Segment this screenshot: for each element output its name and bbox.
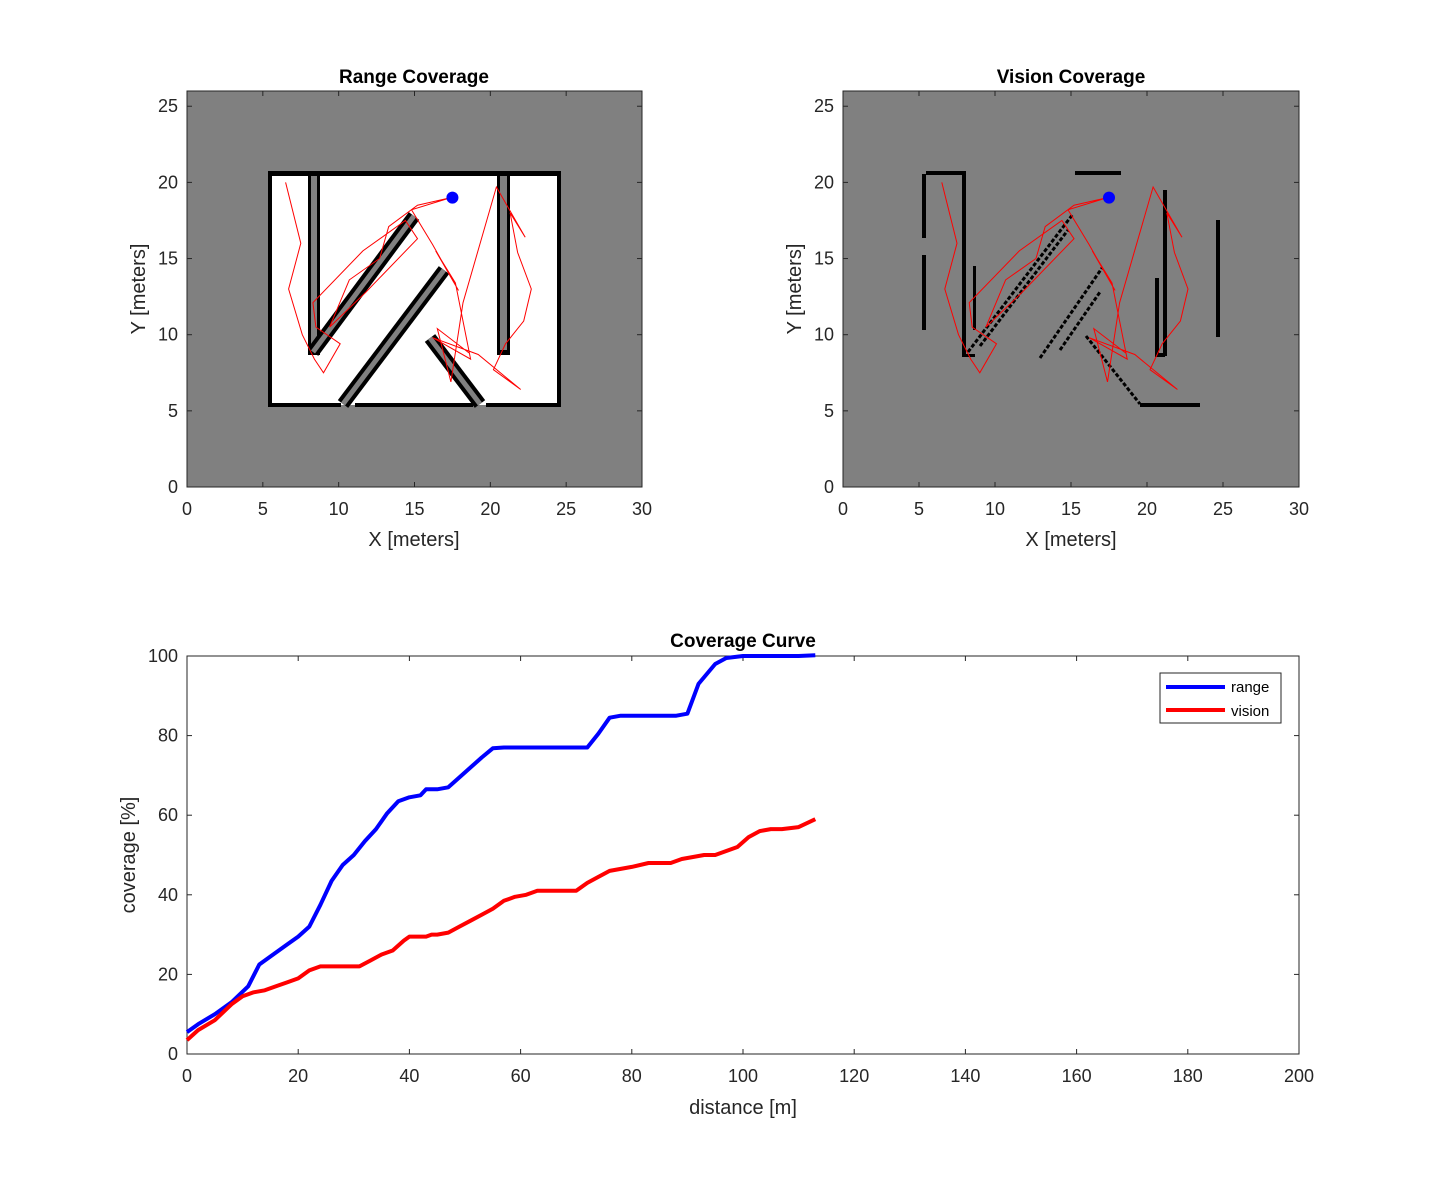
- unknown-area: [843, 91, 1299, 487]
- x-tick-label: 160: [1062, 1066, 1092, 1086]
- range-coverage-panel: 0 5 10 15 20 25 30 0 5 10 15 20 25 Range Coverage X…: [128, 67, 652, 551]
- y-tick-label: 20: [158, 964, 178, 984]
- x-axis-label: X [meters]: [1025, 529, 1116, 551]
- legend-label-vision: vision: [1231, 703, 1269, 720]
- y-tick-label: 5: [168, 401, 178, 421]
- y-tick-label: 40: [158, 885, 178, 905]
- x-tick-label: 5: [914, 499, 924, 519]
- y-tick-label: 0: [824, 477, 834, 497]
- y-tick-label: 60: [158, 805, 178, 825]
- x-axis-label: X [meters]: [368, 529, 459, 551]
- y-tick-label: 25: [814, 96, 834, 116]
- y-tick-label: 10: [158, 325, 178, 345]
- x-tick-label: 10: [985, 499, 1005, 519]
- robot-marker: [446, 192, 458, 204]
- inner-wall-left: [308, 171, 320, 355]
- x-tick-label: 180: [1173, 1066, 1203, 1086]
- x-axis-label: distance [m]: [689, 1097, 797, 1119]
- chart-title: Coverage Curve: [670, 631, 816, 652]
- x-tick-label: 40: [399, 1066, 419, 1086]
- x-tick-label: 10: [329, 499, 349, 519]
- x-tick-label: 5: [258, 499, 268, 519]
- x-tick-label: 80: [622, 1066, 642, 1086]
- x-tick-label: 100: [728, 1066, 758, 1086]
- y-tick-label: 20: [158, 172, 178, 192]
- x-tick-label: 120: [839, 1066, 869, 1086]
- x-tick-label: 0: [182, 1066, 192, 1086]
- x-tick-label: 0: [182, 499, 192, 519]
- y-tick-label: 0: [168, 477, 178, 497]
- y-tick-label: 10: [814, 325, 834, 345]
- y-tick-label: 20: [814, 172, 834, 192]
- y-tick-label: 5: [824, 401, 834, 421]
- x-tick-label: 15: [404, 499, 424, 519]
- x-tick-label: 25: [556, 499, 576, 519]
- y-tick-label: 15: [158, 249, 178, 269]
- y-tick-label: 80: [158, 726, 178, 746]
- legend-label-range: range: [1231, 679, 1269, 696]
- x-tick-label: 30: [632, 499, 652, 519]
- y-axis-label: Y [meters]: [784, 244, 806, 335]
- x-tick-label: 20: [288, 1066, 308, 1086]
- x-tick-label: 0: [838, 499, 848, 519]
- x-tick-label: 20: [1137, 499, 1157, 519]
- y-tick-label: 15: [814, 249, 834, 269]
- y-tick-label: 25: [158, 96, 178, 116]
- y-axis-label: coverage [%]: [118, 797, 140, 914]
- legend: range vision: [1160, 673, 1281, 723]
- y-tick-label: 0: [168, 1044, 178, 1064]
- x-tick-label: 15: [1061, 499, 1081, 519]
- x-tick-label: 60: [511, 1066, 531, 1086]
- coverage-curve-panel: 0 20 40 60 80 100 120 140 160 180 200 0 20 40 60 80 100…: [118, 631, 1314, 1119]
- x-tick-label: 20: [480, 499, 500, 519]
- x-tick-label: 200: [1284, 1066, 1314, 1086]
- robot-marker: [1103, 192, 1115, 204]
- x-tick-label: 30: [1289, 499, 1309, 519]
- chart-title: Vision Coverage: [997, 67, 1146, 88]
- y-axis-label: Y [meters]: [128, 244, 150, 335]
- y-tick-label: 100: [148, 646, 178, 666]
- x-tick-label: 140: [950, 1066, 980, 1086]
- x-tick-label: 25: [1213, 499, 1233, 519]
- chart-title: Range Coverage: [339, 67, 489, 88]
